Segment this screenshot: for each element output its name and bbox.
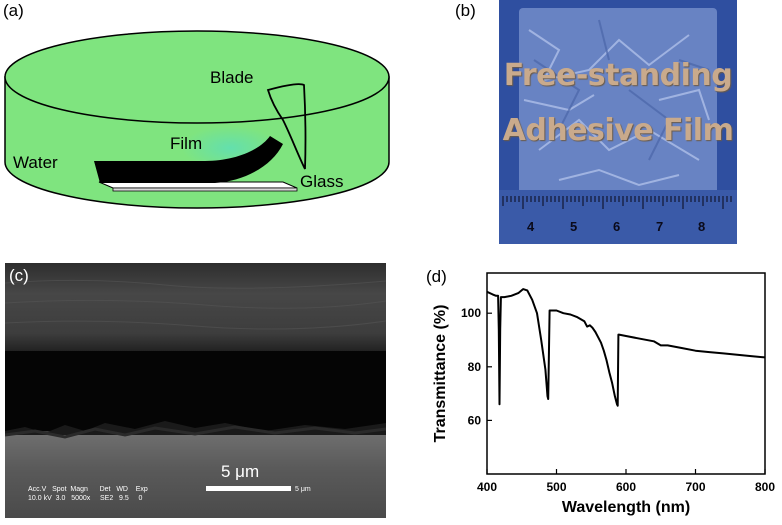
petri-dish-diagram <box>4 30 390 209</box>
water-label: Water <box>13 153 58 172</box>
sem-info-header: Acc.V Spot Magn Det WD Exp <box>28 486 148 493</box>
y-tick-label-60: 60 <box>468 413 482 427</box>
panel-c-sem: 5 μm Acc.V Spot Magn Det WD Exp 10.0 kV … <box>5 263 386 518</box>
ruler-number-8: 8 <box>698 219 706 234</box>
blade-shape <box>266 83 307 170</box>
film-cross-section <box>5 351 386 431</box>
film-sample <box>519 8 717 198</box>
blade-label: Blade <box>210 68 254 87</box>
scale-bar <box>206 486 291 491</box>
panel-a: (a) Blade Film Water Glass <box>0 0 390 245</box>
x-tick-label-600: 600 <box>616 480 636 494</box>
panel-b-photo: Free-standing Adhesive Film 4 5 6 7 8 <box>499 0 737 244</box>
x-tick-label-500: 500 <box>546 480 566 494</box>
y-axis-title: Transmittance (%) <box>432 305 449 443</box>
scale-bar-label: 5 μm <box>221 462 260 481</box>
film-label: Film <box>170 134 203 153</box>
substrate <box>5 435 386 518</box>
y-tick-label-100: 100 <box>461 306 481 320</box>
sem-info-values: 10.0 kV 3.0 5000x SE2 9.5 0 <box>28 495 143 502</box>
panel-b-label: (b) <box>455 1 476 20</box>
transmittance-chart: Transmittance (%) Wavelength (nm) 400 500… <box>432 272 775 516</box>
photo-title-line2: Adhesive Film <box>502 113 734 148</box>
sem-info-scale: 5 μm <box>295 486 311 493</box>
film-photo <box>499 0 737 244</box>
ruler-number-5: 5 <box>570 219 578 234</box>
ruler-number-4: 4 <box>527 219 535 234</box>
panel-c-label: (c) <box>9 266 29 285</box>
photo-title-line1: Free-standing <box>503 58 733 93</box>
x-tick-label-700: 700 <box>685 480 705 494</box>
x-axis-title: Wavelength (nm) <box>562 499 690 516</box>
dish-rim <box>4 30 390 124</box>
ruler-number-7: 7 <box>656 219 664 234</box>
ruler-ticks <box>502 196 732 209</box>
ruler-number-6: 6 <box>613 219 621 234</box>
glass-label: Glass <box>300 172 344 191</box>
series-line-0 <box>486 288 766 407</box>
film-shape <box>94 136 283 183</box>
x-tick-label-400: 400 <box>477 480 497 494</box>
plot-frame <box>486 272 766 475</box>
panel-a-label: (a) <box>3 1 24 20</box>
panel-d-label: (d) <box>426 267 447 286</box>
sem-image <box>5 263 386 518</box>
y-tick-label-80: 80 <box>468 360 482 374</box>
x-tick-label-800: 800 <box>755 480 775 494</box>
